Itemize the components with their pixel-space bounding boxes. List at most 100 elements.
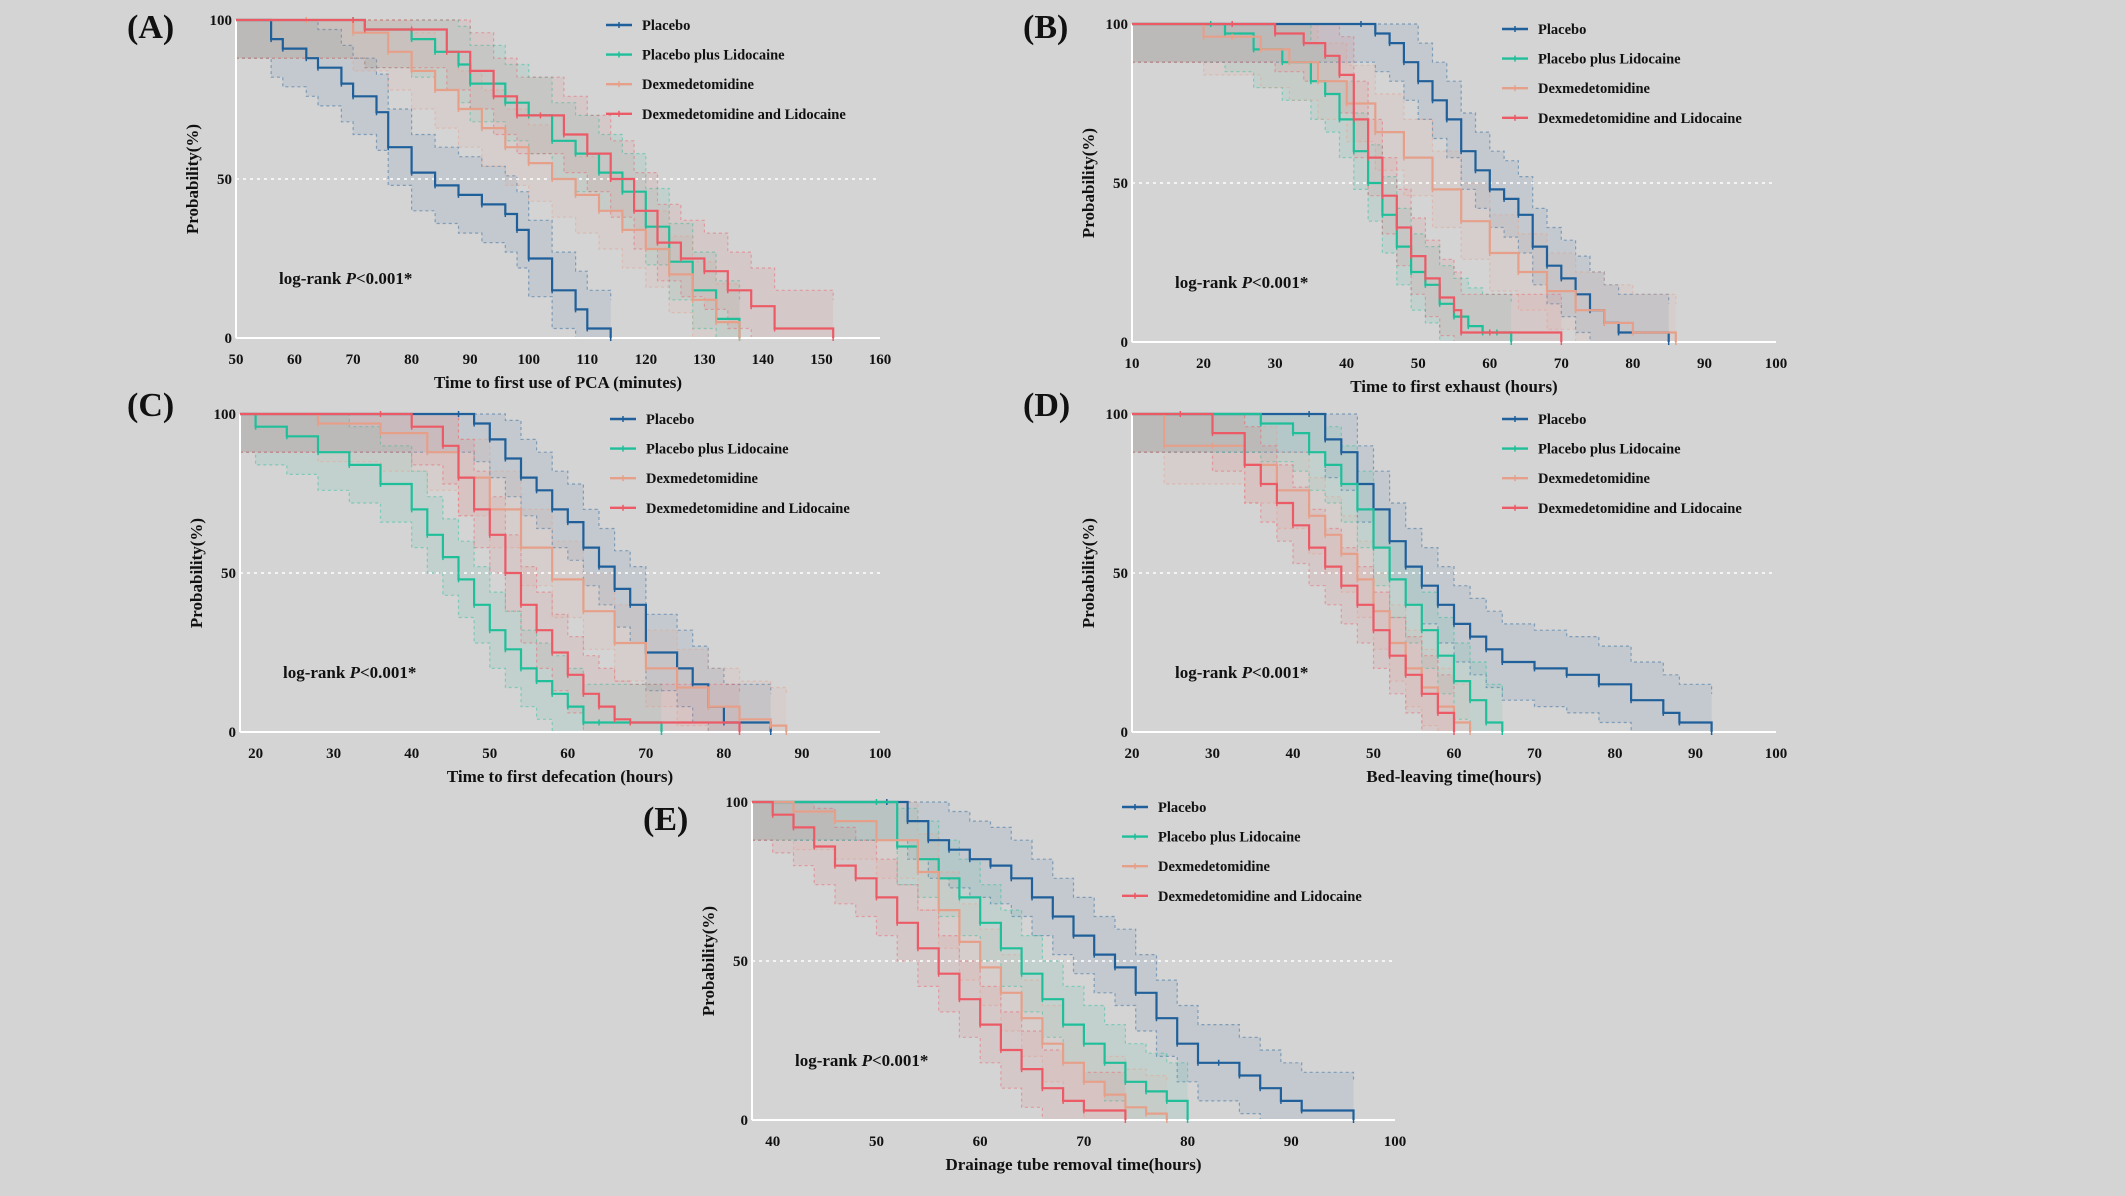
y-axis-title: Probability(%) — [1079, 128, 1098, 238]
legend-label-placebo: Placebo — [1538, 412, 1586, 428]
legend-label-dexmedetomidine: Dexmedetomidine — [642, 77, 755, 93]
ci-lower-placebo-plus-lidocaine — [1132, 61, 1512, 343]
panel-label: (A) — [127, 9, 174, 46]
log-rank-annotation: log-rank P<0.001* — [1175, 663, 1308, 682]
x-tick-label: 60 — [973, 1134, 988, 1150]
y-tick-label: 100 — [1106, 407, 1129, 423]
ci-lower-dexmedetomidine-and-lidocaine — [752, 839, 1126, 1121]
ci-band-placebo — [240, 414, 771, 732]
y-tick-label: 50 — [1113, 566, 1128, 582]
ci-band-dexmedetomidine — [752, 802, 1167, 1120]
x-tick-label: 30 — [326, 746, 341, 762]
ci-band-placebo-plus-lidocaine — [1132, 24, 1512, 342]
y-tick-label: 0 — [741, 1113, 749, 1129]
ci-band-dexmedetomidine-and-lidocaine — [1132, 414, 1454, 732]
x-tick-label: 70 — [346, 352, 361, 368]
legend-label-placebo-plus-lidocaine: Placebo plus Lidocaine — [1538, 52, 1681, 68]
log-rank-annotation: log-rank P<0.001* — [279, 269, 412, 288]
x-axis-title: Time to first defecation (hours) — [447, 767, 673, 786]
ci-band-dexmedetomidine — [1132, 24, 1676, 342]
x-tick-label: 80 — [404, 352, 419, 368]
x-tick-label: 60 — [1447, 746, 1462, 762]
ci-band-dexmedetomidine — [236, 20, 740, 338]
panel-a: 50 60 70 80 90 100 110 120 130 140 150 160 0 50 100 Tim… — [127, 9, 891, 392]
x-tick-label: 30 — [1268, 356, 1283, 372]
ci-lower-placebo-plus-lidocaine — [752, 839, 1188, 1121]
x-axis-title: Time to first use of PCA (minutes) — [434, 373, 682, 392]
y-tick-label: 100 — [210, 13, 233, 29]
ci-upper-placebo-plus-lidocaine — [236, 19, 741, 300]
legend-label-dexmedetomidine: Dexmedetomidine — [646, 471, 759, 487]
legend-label-placebo-plus-lidocaine: Placebo plus Lidocaine — [646, 442, 789, 458]
x-tick-label: 50 — [1366, 746, 1381, 762]
ci-band-dexmedetomidine-and-lidocaine — [1132, 24, 1562, 342]
x-tick-label: 80 — [1180, 1134, 1195, 1150]
panel-label: (D) — [1023, 387, 1070, 424]
legend-label-placebo: Placebo — [646, 412, 694, 428]
legend-label-dexmedetomidine: Dexmedetomidine — [1538, 471, 1651, 487]
x-tick-label: 80 — [1608, 746, 1623, 762]
ci-upper-dexmedetomidine-and-lidocaine — [236, 19, 834, 300]
ci-upper-dexmedetomidine-and-lidocaine — [1132, 413, 1455, 694]
panel-c: 20 30 40 50 60 70 80 90 100 0 50 100 Time to first d… — [127, 387, 891, 786]
y-tick-label: 100 — [726, 795, 749, 811]
x-tick-label: 20 — [1196, 356, 1211, 372]
ci-lower-placebo — [236, 57, 611, 339]
legend-label-placebo-plus-lidocaine: Placebo plus Lidocaine — [1538, 442, 1681, 458]
x-tick-label: 40 — [765, 1134, 780, 1150]
y-tick-label: 0 — [229, 725, 237, 741]
x-axis-title: Drainage tube removal time(hours) — [945, 1155, 1201, 1174]
series-line-dexmedetomidine-and-lidocaine — [236, 18, 835, 338]
x-tick-label: 100 — [1384, 1134, 1407, 1150]
ci-lower-dexmedetomidine-and-lidocaine — [1132, 451, 1454, 733]
y-tick-label: 50 — [733, 954, 748, 970]
x-tick-label: 60 — [1482, 356, 1497, 372]
series-line-placebo-plus-lidocaine — [236, 18, 741, 338]
x-tick-label: 50 — [482, 746, 497, 762]
ci-upper-dexmedetomidine-and-lidocaine — [240, 413, 741, 694]
x-tick-label: 130 — [693, 352, 716, 368]
x-axis-title: Bed-leaving time(hours) — [1366, 767, 1541, 786]
x-tick-label: 90 — [1284, 1134, 1299, 1150]
x-tick-label: 140 — [752, 352, 775, 368]
x-tick-label: 80 — [1625, 356, 1640, 372]
series-line-placebo-plus-lidocaine — [240, 412, 663, 732]
legend-label-dexmedetomidine-and-lidocaine: Dexmedetomidine and Lidocaine — [1158, 889, 1362, 905]
ci-upper-placebo — [236, 19, 612, 300]
y-axis-title: Probability(%) — [187, 518, 206, 628]
x-tick-label: 50 — [1411, 356, 1426, 372]
ci-lower-dexmedetomidine — [1132, 451, 1471, 733]
ci-upper-placebo — [1132, 413, 1713, 694]
legend-label-placebo: Placebo — [642, 18, 690, 34]
y-axis-title: Probability(%) — [699, 906, 718, 1016]
x-tick-label: 90 — [1697, 356, 1712, 372]
x-tick-label: 90 — [1688, 746, 1703, 762]
panel-b: 10 20 30 40 50 60 70 80 90 100 0 50 100 Time to first… — [1023, 9, 1787, 396]
y-tick-label: 100 — [1106, 17, 1129, 33]
legend-label-placebo: Placebo — [1538, 22, 1586, 38]
y-tick-label: 50 — [221, 566, 236, 582]
series-line-placebo — [1132, 22, 1670, 342]
ci-lower-dexmedetomidine — [240, 451, 787, 733]
panel-e: 40 50 60 70 80 90 100 0 50 100 Drainage tube remov… — [643, 795, 1406, 1174]
x-tick-label: 90 — [463, 352, 478, 368]
series-line-dexmedetomidine-and-lidocaine — [240, 412, 741, 732]
x-tick-label: 100 — [1765, 356, 1788, 372]
ci-band-placebo — [1132, 24, 1669, 342]
x-tick-label: 100 — [869, 746, 892, 762]
x-tick-label: 60 — [287, 352, 302, 368]
x-tick-label: 70 — [1076, 1134, 1091, 1150]
legend-label-placebo-plus-lidocaine: Placebo plus Lidocaine — [1158, 830, 1301, 846]
ci-lower-dexmedetomidine-and-lidocaine — [236, 57, 834, 339]
y-tick-label: 50 — [217, 172, 232, 188]
legend-label-dexmedetomidine: Dexmedetomidine — [1538, 81, 1651, 97]
legend-label-dexmedetomidine: Dexmedetomidine — [1158, 859, 1271, 875]
log-rank-annotation: log-rank P<0.001* — [795, 1051, 928, 1070]
x-tick-label: 100 — [517, 352, 540, 368]
ci-band-placebo-plus-lidocaine — [752, 802, 1188, 1120]
legend-label-dexmedetomidine-and-lidocaine: Dexmedetomidine and Lidocaine — [646, 501, 850, 517]
legend-label-placebo: Placebo — [1158, 800, 1206, 816]
x-tick-label: 20 — [248, 746, 263, 762]
series-line-placebo-plus-lidocaine — [752, 800, 1189, 1120]
